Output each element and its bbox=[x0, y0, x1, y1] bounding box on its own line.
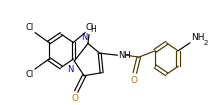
Text: O: O bbox=[72, 94, 79, 103]
Text: NH: NH bbox=[191, 33, 204, 42]
Text: N: N bbox=[81, 33, 87, 41]
Text: O: O bbox=[130, 76, 137, 85]
Text: Cl: Cl bbox=[85, 23, 93, 32]
Text: Cl: Cl bbox=[26, 70, 34, 79]
Text: 2: 2 bbox=[203, 40, 208, 46]
Text: H: H bbox=[90, 25, 96, 34]
Text: N: N bbox=[67, 65, 73, 74]
Text: NH: NH bbox=[118, 51, 131, 60]
Text: Cl: Cl bbox=[26, 23, 34, 32]
